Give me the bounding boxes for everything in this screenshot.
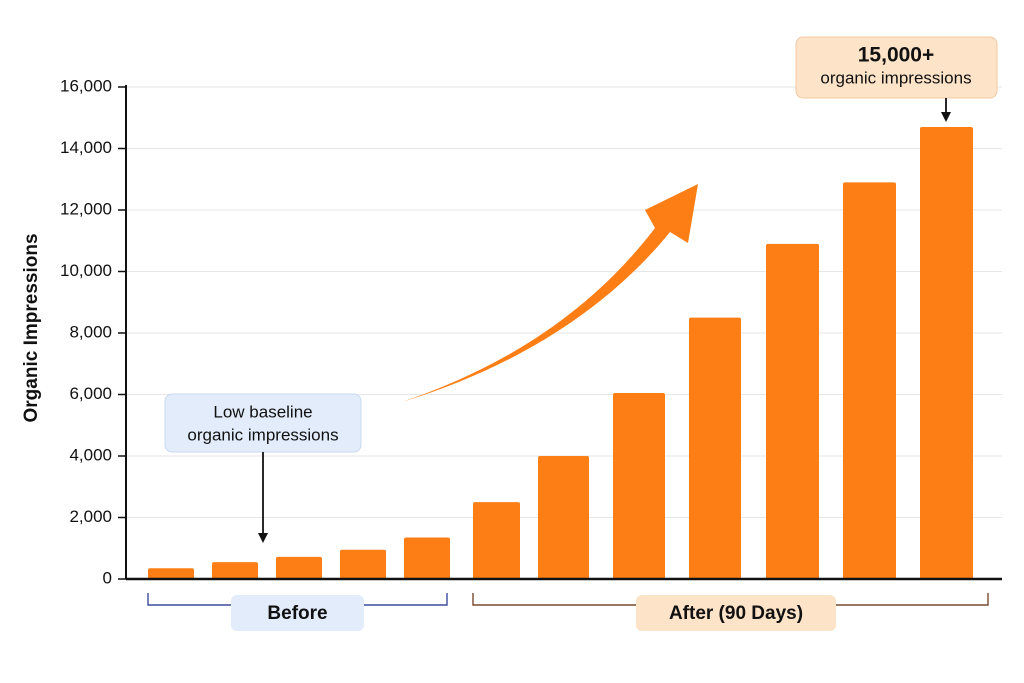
bar [843,182,896,579]
group-label-box [636,595,836,631]
trend-arrow-group [402,184,698,402]
group-label: After (90 Days) [669,603,803,624]
y-axis-label: Organic Impressions [21,233,42,422]
annotation-arrowhead [941,112,951,122]
bar [920,126,973,579]
y-tick-labels: 0 2,000 4,000 6,000 8,000 10,000 12,000 14,000 1… [60,76,126,587]
bar [689,317,741,579]
bar [538,456,589,579]
bar [276,556,322,579]
y-tick-label: 16,000 [60,76,112,95]
axes [125,85,1002,581]
bars [148,126,973,579]
y-tick-label: 12,000 [60,199,112,218]
y-tick-label: 6,000 [69,384,112,403]
y-tick-label: 2,000 [69,507,112,526]
y-tick-label: 14,000 [60,138,112,157]
group-label-box [231,595,364,631]
y-tick-label: 4,000 [69,445,112,464]
bar [613,392,665,579]
annotation-text: organic impressions [187,425,338,444]
bar [404,537,450,579]
bar [766,243,819,579]
annotation-text: Low baseline [213,402,312,421]
bar [340,549,386,579]
annotation-arrowhead [258,533,268,543]
y-tick-label: 8,000 [69,322,112,341]
annotation-text: 15,000+ [858,44,935,67]
bar [148,568,194,579]
y-tick-label: 0 [103,568,112,587]
annotation-text: organic impressions [820,68,971,87]
group-label: Before [267,603,327,624]
y-tick-label: 10,000 [60,261,112,280]
annotation-box [795,36,998,99]
bar [473,502,520,579]
group-brackets: Before After (90 Days) [147,593,989,631]
trend-arrow [402,184,698,402]
bar [212,562,258,579]
